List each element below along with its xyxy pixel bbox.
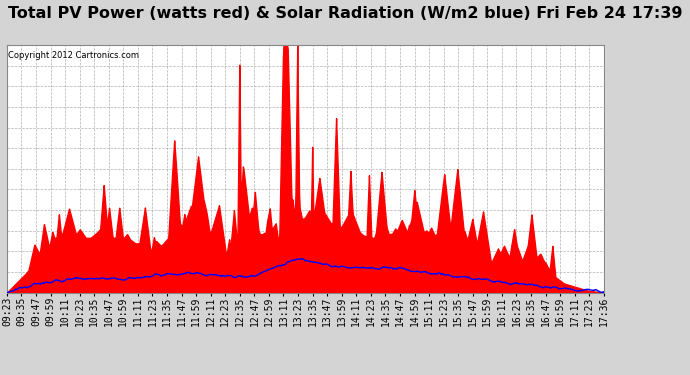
Text: Copyright 2012 Cartronics.com: Copyright 2012 Cartronics.com: [8, 51, 139, 60]
Text: Total PV Power (watts red) & Solar Radiation (W/m2 blue) Fri Feb 24 17:39: Total PV Power (watts red) & Solar Radia…: [8, 6, 682, 21]
